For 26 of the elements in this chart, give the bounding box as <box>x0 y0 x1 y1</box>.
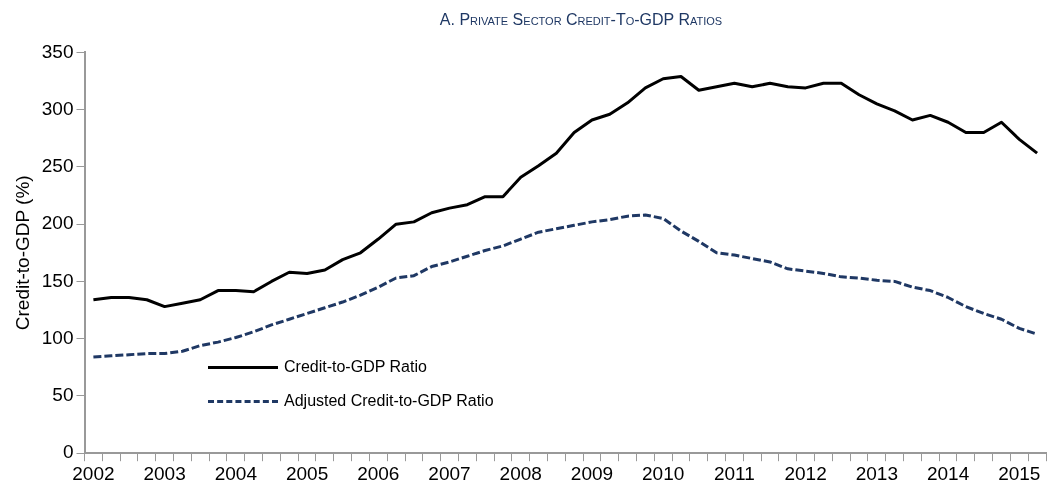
y-tick-label: 250 <box>41 155 74 177</box>
legend-label: Adjusted Credit-to-GDP Ratio <box>284 392 494 410</box>
y-tick-label: 50 <box>52 384 74 406</box>
x-tick-label: 2004 <box>214 462 258 484</box>
x-tick-label: 2003 <box>143 462 186 484</box>
y-tick-label: 300 <box>41 97 74 119</box>
x-tick-label: 2010 <box>642 462 685 484</box>
x-tick-label: 2011 <box>713 462 755 484</box>
x-tick-label: 2009 <box>570 462 614 484</box>
x-tick-label: 2015 <box>998 462 1041 484</box>
y-tick-label: 200 <box>41 212 74 234</box>
y-tick-label: 100 <box>41 326 74 348</box>
x-tick-label: 2007 <box>428 462 471 484</box>
x-tick-label: 2002 <box>72 462 115 484</box>
chart-title: A. Private Sector Credit-To-GDP Ratios <box>438 10 724 30</box>
legend-label: Credit-to-GDP Ratio <box>284 358 427 376</box>
y-tick-label: 150 <box>41 269 74 291</box>
x-tick-label: 2013 <box>855 462 898 484</box>
x-tick-label: 2005 <box>285 462 329 484</box>
y-tick-label: 350 <box>41 40 74 62</box>
x-tick-label: 2006 <box>357 462 400 484</box>
y-tick-label: 0 <box>62 441 74 463</box>
y-axis-title: Credit-to-GDP (%) <box>11 175 33 331</box>
x-tick-label: 2008 <box>499 462 542 484</box>
x-tick-label: 2012 <box>784 462 827 484</box>
x-tick-label: 2014 <box>926 462 970 484</box>
